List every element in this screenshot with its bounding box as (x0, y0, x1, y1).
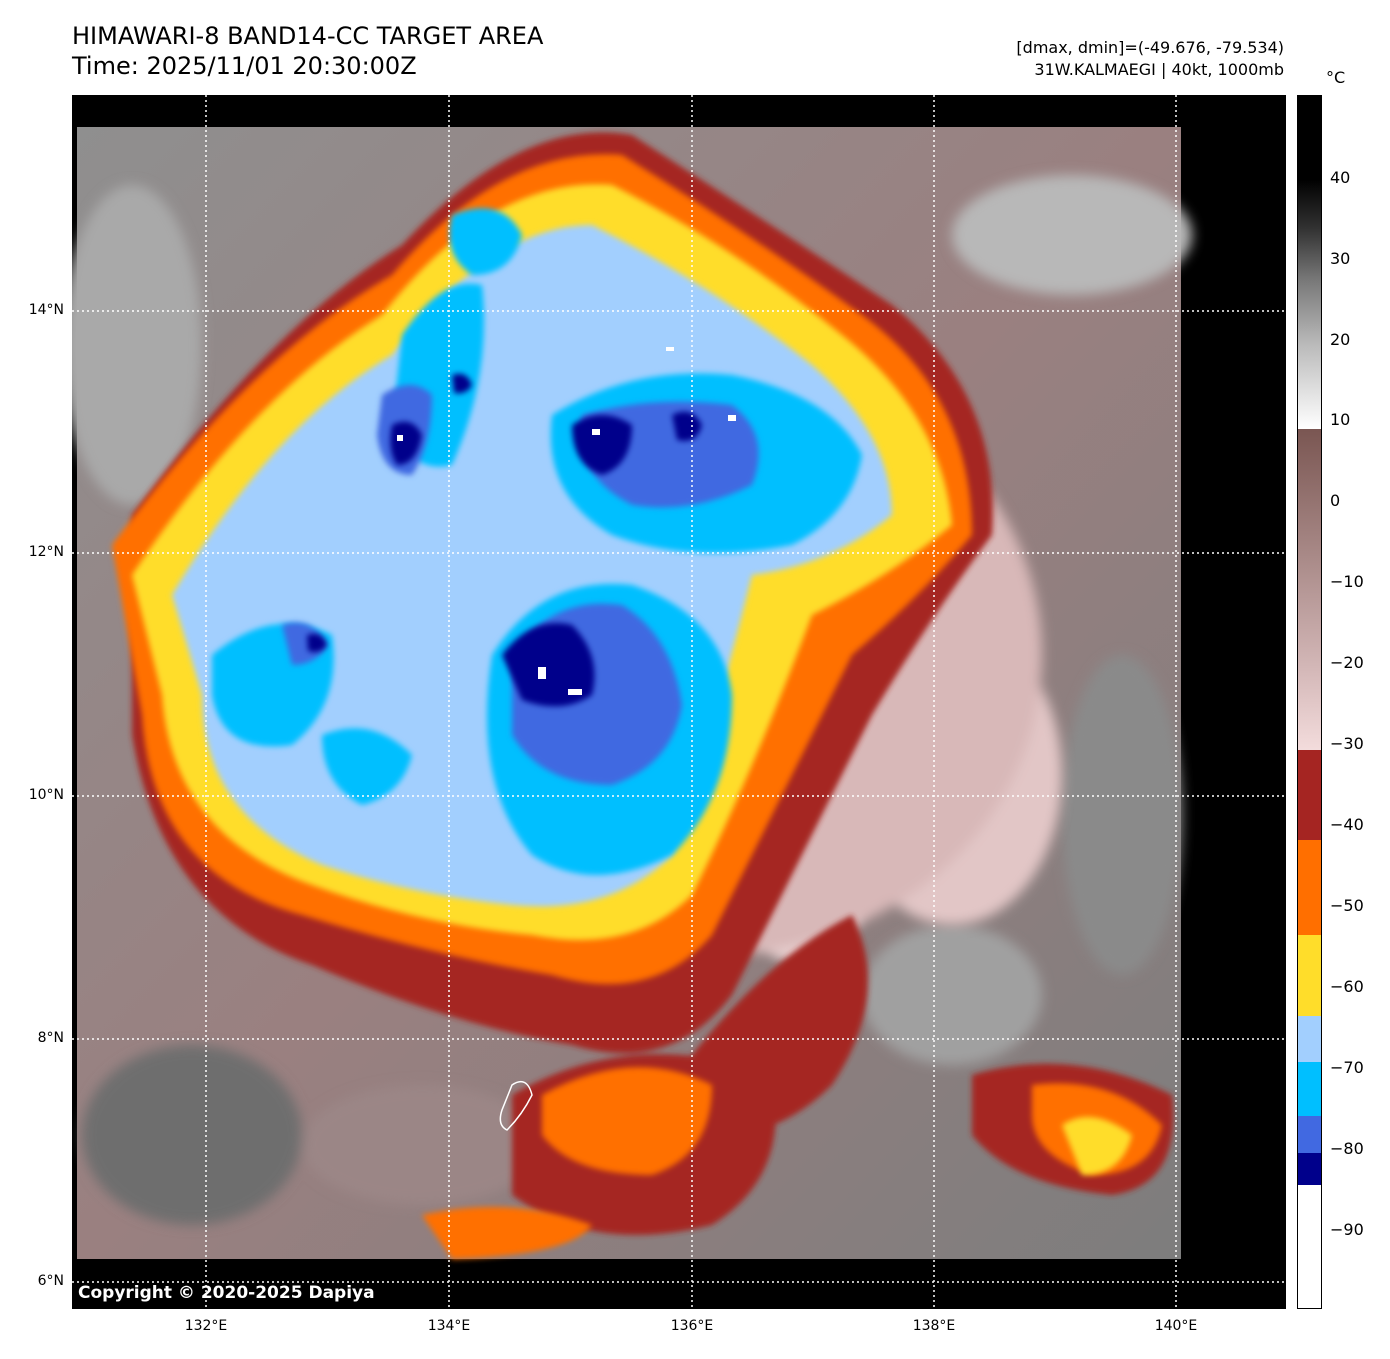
colorbar-tick-minus60: −60 (1330, 977, 1364, 996)
colorbar-tick-minus10: −10 (1330, 572, 1364, 591)
colorbar-darkred (1298, 750, 1321, 840)
satellite-imagery (72, 95, 1286, 1309)
colorbar-tick-30: 30 (1330, 249, 1351, 268)
storm-white-spots (397, 347, 736, 695)
colorbar-grayscale (1298, 96, 1321, 429)
lon-label-136e: 136°E (670, 1318, 714, 1334)
copyright-text: Copyright © 2020-2025 Dapiya (78, 1283, 375, 1303)
lat-label-6n: 6°N (37, 1273, 64, 1289)
colorbar-tick-10: 10 (1330, 410, 1351, 429)
colorbar-orange (1298, 840, 1321, 935)
colorbar-tick-minus50: −50 (1330, 896, 1364, 915)
colorbar-tick-0: 0 (1330, 491, 1341, 510)
colorbar-tick-minus40: −40 (1330, 815, 1364, 834)
lon-label-140e: 140°E (1154, 1318, 1198, 1334)
satellite-map: Copyright © 2020-2025 Dapiya (72, 95, 1286, 1309)
range-text: [dmax, dmin]=(-49.676, -79.534) (1016, 38, 1284, 57)
colorbar-royalblue (1298, 1116, 1321, 1153)
colorbar-yellow (1298, 935, 1321, 1016)
colorbar-tick-minus20: −20 (1330, 653, 1364, 672)
colorbar-tick-20: 20 (1330, 330, 1351, 349)
lat-label-12n: 12°N (28, 544, 64, 560)
lat-label-14n: 14°N (28, 302, 64, 318)
storm-navy-core (307, 373, 702, 707)
palau-coastline (499, 1080, 533, 1131)
colorbar-tick-minus90: −90 (1330, 1220, 1364, 1239)
colorbar-skyblue (1298, 1062, 1321, 1116)
lon-label-138e: 138°E (912, 1318, 956, 1334)
lat-label-8n: 8°N (37, 1030, 64, 1046)
title-line2: Time: 2025/11/01 20:30:00Z (72, 52, 417, 80)
colorbar-unit: °C (1326, 68, 1346, 87)
title-line1: HIMAWARI-8 BAND14-CC TARGET AREA (72, 22, 544, 50)
colorbar-tick-minus30: −30 (1330, 734, 1364, 753)
colorbar-tick-40: 40 (1330, 168, 1351, 187)
lat-label-10n: 10°N (28, 787, 64, 803)
colorbar-white (1298, 1185, 1321, 1308)
colorbar (1297, 95, 1322, 1309)
lon-label-134e: 134°E (427, 1318, 471, 1334)
colorbar-tick-minus70: −70 (1330, 1058, 1364, 1077)
lon-label-132e: 132°E (184, 1318, 228, 1334)
colorbar-tick-minus80: −80 (1330, 1139, 1364, 1158)
colorbar-navy (1298, 1153, 1321, 1185)
colorbar-lightblue (1298, 1016, 1321, 1062)
gridlines (72, 95, 1286, 1309)
colorbar-brown-pink (1298, 429, 1321, 750)
storm-text: 31W.KALMAEGI | 40kt, 1000mb (1034, 60, 1284, 79)
